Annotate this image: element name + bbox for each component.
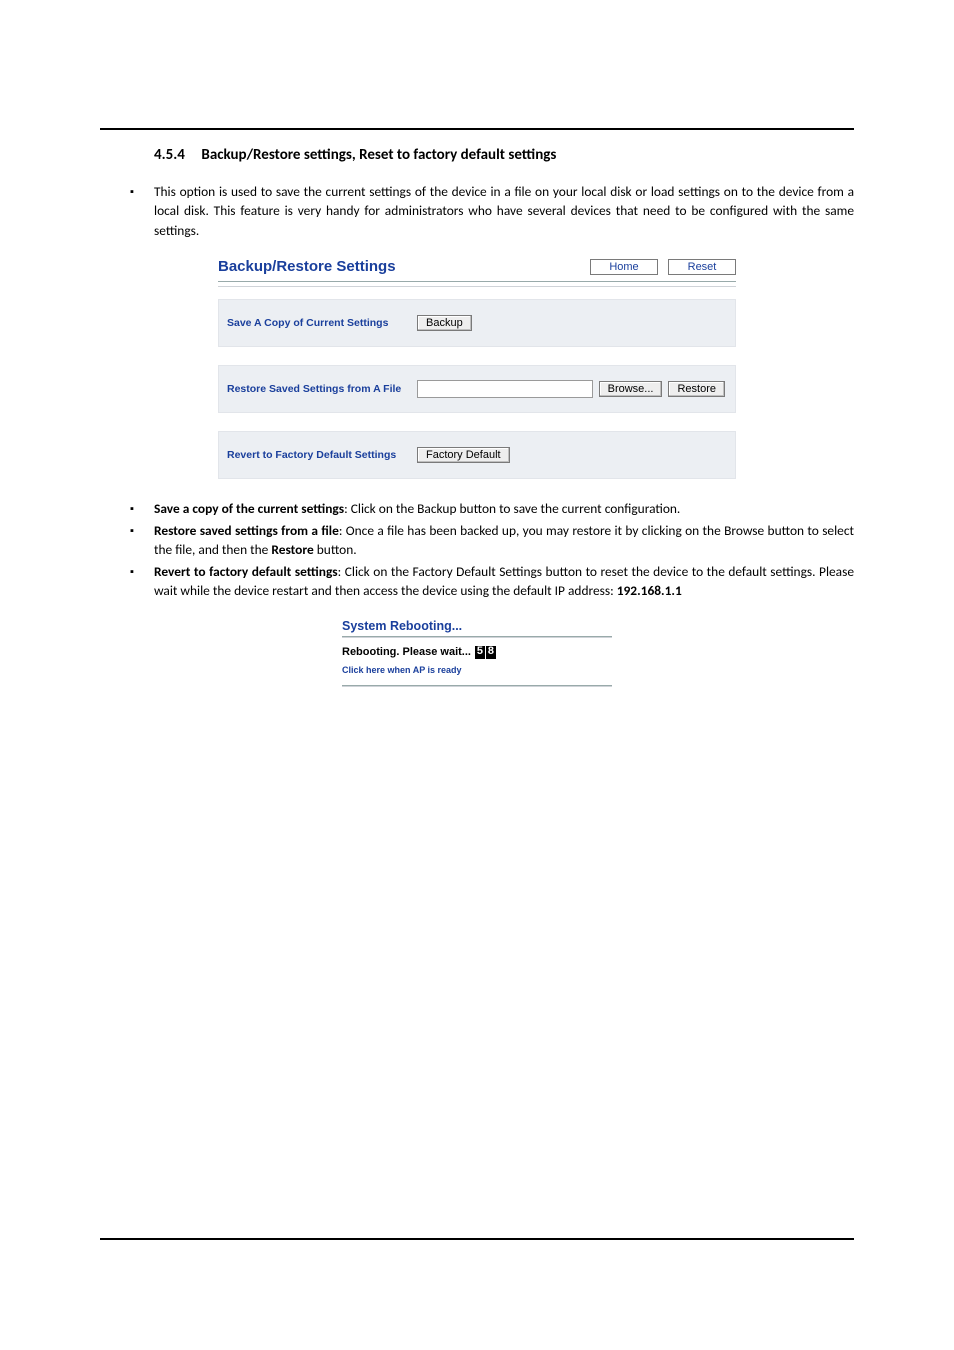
detail-bullet-revert: Revert to factory default settings: Clic… (130, 562, 854, 601)
bottom-horizontal-rule (100, 1238, 854, 1240)
detail-bullet-save: Save a copy of the current settings: Cli… (130, 499, 854, 518)
reboot-underline (342, 637, 612, 638)
backup-restore-panel: Backup/Restore Settings Home Reset Save … (218, 258, 736, 479)
panel-title: Backup/Restore Settings (218, 258, 396, 275)
countdown-digit-2: 8 (486, 646, 496, 659)
document-page: 4.5.4 Backup/Restore settings, Reset to … (0, 0, 954, 1350)
reboot-ready-link[interactable]: Click here when AP is ready (342, 665, 612, 675)
revert-settings-row: Revert to Factory Default Settings Facto… (218, 431, 736, 479)
restore-settings-controls: Browse... Restore (417, 380, 735, 398)
restore-settings-row: Restore Saved Settings from A File Brows… (218, 365, 736, 413)
panel-header-underline (218, 286, 736, 287)
detail-save-bold: Save a copy of the current settings (154, 500, 344, 517)
backup-button[interactable]: Backup (417, 315, 472, 331)
revert-settings-controls: Factory Default (417, 447, 735, 463)
detail-revert-bold: Revert to factory default settings (154, 563, 338, 580)
top-horizontal-rule (100, 128, 854, 130)
detail-restore-rest-b: button. (314, 541, 357, 558)
detail-revert-ip: 192.168.1.1 (617, 582, 682, 599)
panel-header: Backup/Restore Settings Home Reset (218, 258, 736, 282)
reboot-status-line: Rebooting. Please wait... 5 8 (342, 646, 612, 659)
save-settings-label: Save A Copy of Current Settings (219, 317, 417, 329)
page-content: 4.5.4 Backup/Restore settings, Reset to … (100, 146, 854, 687)
section-heading: 4.5.4 Backup/Restore settings, Reset to … (154, 146, 854, 164)
save-settings-row: Save A Copy of Current Settings Backup (218, 299, 736, 347)
detail-bullet-list: Save a copy of the current settings: Cli… (130, 499, 854, 600)
intro-bullet: This option is used to save the current … (130, 182, 854, 240)
browse-button[interactable]: Browse... (599, 381, 663, 397)
system-rebooting-panel: System Rebooting... Rebooting. Please wa… (342, 619, 612, 687)
save-settings-controls: Backup (417, 315, 735, 331)
section-title: Backup/Restore settings, Reset to factor… (201, 146, 556, 164)
detail-bullet-restore: Restore saved settings from a file: Once… (130, 521, 854, 560)
countdown-digit-1: 5 (475, 646, 485, 659)
reboot-status-text: Rebooting. Please wait... (342, 646, 471, 658)
restore-settings-label: Restore Saved Settings from A File (219, 383, 417, 395)
section-number: 4.5.4 (154, 146, 198, 164)
detail-save-rest: : Click on the Backup button to save the… (344, 500, 680, 517)
restore-file-input[interactable] (417, 380, 593, 398)
restore-button[interactable]: Restore (668, 381, 725, 397)
factory-default-button[interactable]: Factory Default (417, 447, 510, 463)
intro-bullet-list: This option is used to save the current … (130, 182, 854, 240)
reboot-title: System Rebooting... (342, 619, 612, 637)
revert-settings-label: Revert to Factory Default Settings (219, 449, 417, 461)
home-button[interactable]: Home (590, 259, 658, 275)
detail-restore-rest-bold: Restore (271, 541, 313, 558)
reset-button[interactable]: Reset (668, 259, 736, 275)
detail-restore-bold: Restore saved settings from a file (154, 522, 339, 539)
panel-header-buttons: Home Reset (590, 259, 736, 275)
reboot-end-rule2 (342, 686, 612, 687)
reboot-countdown: 5 8 (475, 646, 496, 659)
